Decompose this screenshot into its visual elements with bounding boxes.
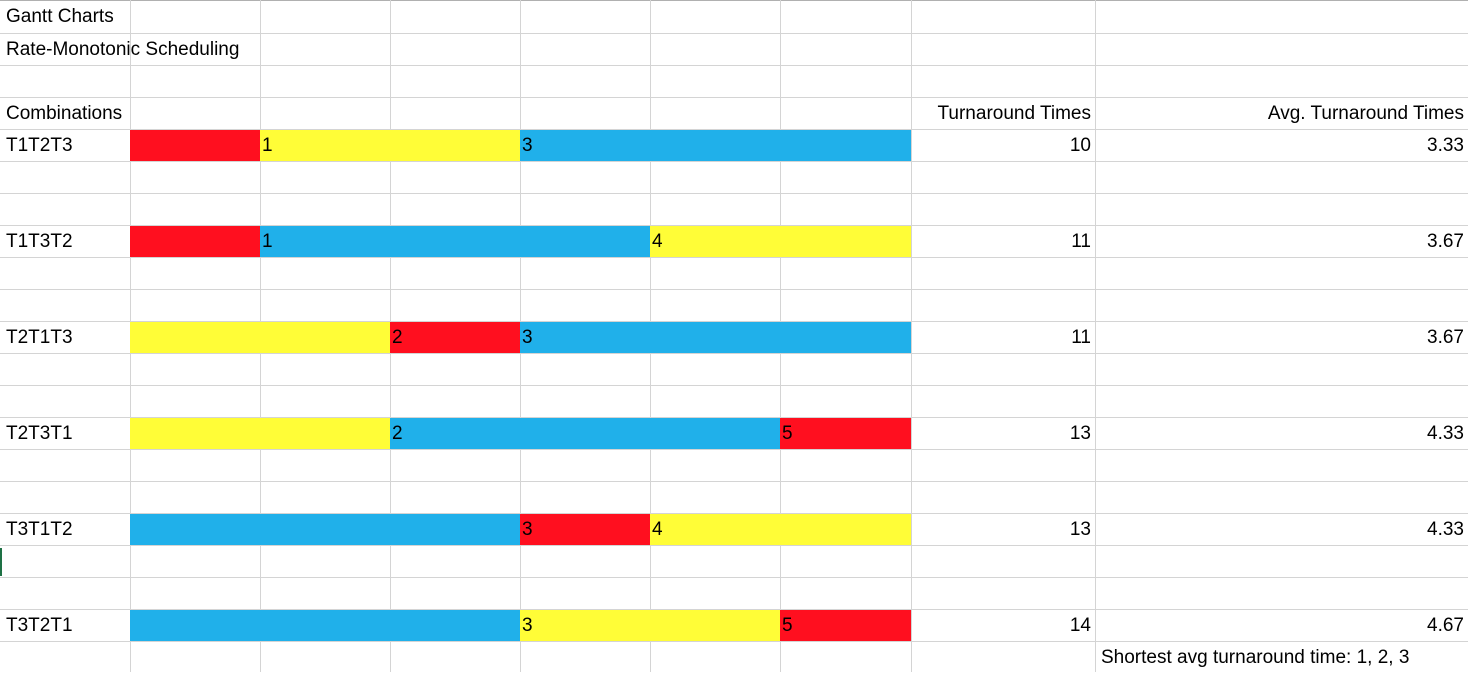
row-gridline <box>0 161 1468 162</box>
row-gridline <box>0 97 1468 98</box>
row-gridline <box>0 449 1468 450</box>
sheet-top-border <box>0 0 1468 1</box>
row-gridline <box>0 65 1468 66</box>
turnaround-time-value[interactable]: 14 <box>1069 614 1091 636</box>
gantt-bar-t3[interactable] <box>130 610 520 641</box>
row-gridline <box>0 225 1468 226</box>
conclusion-text[interactable]: Shortest avg turnaround time: 1, 2, 3 <box>1101 647 1410 668</box>
row-gridline <box>0 385 1468 386</box>
column-gridline <box>1095 0 1096 672</box>
combination-label[interactable]: T1T3T2 <box>6 230 73 252</box>
gantt-bar-t1[interactable] <box>130 226 260 257</box>
row-gridline <box>0 257 1468 258</box>
row-gridline <box>0 481 1468 482</box>
gantt-bar-t2[interactable] <box>130 322 390 353</box>
combination-label[interactable]: T2T1T3 <box>6 326 73 348</box>
row-gridline <box>0 321 1468 322</box>
gantt-bar-t2[interactable]: 4 <box>650 226 911 257</box>
row-gridline <box>0 129 1468 130</box>
row-gridline <box>0 513 1468 514</box>
row-gridline <box>0 193 1468 194</box>
turnaround-time-value[interactable]: 13 <box>1069 422 1091 444</box>
combination-label[interactable]: T3T1T2 <box>6 518 73 540</box>
gantt-bar-t1[interactable]: 3 <box>520 514 650 545</box>
gantt-bar-t1[interactable] <box>130 130 260 161</box>
row-gridline <box>0 545 1468 546</box>
row-gridline <box>0 33 1468 34</box>
row-gridline <box>0 289 1468 290</box>
avg-turnaround-value[interactable]: 4.33 <box>1427 518 1464 540</box>
combination-label[interactable]: T3T2T1 <box>6 614 73 636</box>
turnaround-time-value[interactable]: 13 <box>1069 518 1091 540</box>
combination-label[interactable]: T1T2T3 <box>6 134 73 156</box>
header-combinations[interactable]: Combinations <box>6 103 123 124</box>
gantt-bar-t2[interactable]: 3 <box>520 610 780 641</box>
row-gridline <box>0 417 1468 418</box>
gantt-bar-t1[interactable]: 2 <box>390 322 520 353</box>
column-gridline <box>911 0 912 672</box>
sheet-title[interactable]: Gantt Charts <box>6 6 114 27</box>
turnaround-time-value[interactable]: 10 <box>1069 134 1091 156</box>
avg-turnaround-value[interactable]: 3.33 <box>1427 134 1464 156</box>
combination-label[interactable]: T2T3T1 <box>6 422 73 444</box>
avg-turnaround-value[interactable]: 4.33 <box>1427 422 1464 444</box>
gantt-bar-t3[interactable]: 3 <box>520 130 911 161</box>
header-turnaround-times[interactable]: Turnaround Times <box>937 103 1091 124</box>
row-gridline <box>0 353 1468 354</box>
header-avg-turnaround-times[interactable]: Avg. Turnaround Times <box>1267 103 1464 124</box>
row-gridline <box>0 609 1468 610</box>
gantt-bar-t3[interactable]: 1 <box>260 226 650 257</box>
gantt-bar-t2[interactable] <box>130 418 390 449</box>
cell-selection-marker <box>0 548 2 576</box>
gantt-bar-t3[interactable]: 2 <box>390 418 780 449</box>
gantt-bar-t1[interactable]: 5 <box>780 418 911 449</box>
avg-turnaround-value[interactable]: 4.67 <box>1427 614 1464 636</box>
gantt-bar-t2[interactable]: 4 <box>650 514 911 545</box>
avg-turnaround-value[interactable]: 3.67 <box>1427 230 1464 252</box>
gantt-bar-t3[interactable] <box>130 514 520 545</box>
turnaround-time-value[interactable]: 11 <box>1071 230 1091 252</box>
gantt-bar-t2[interactable]: 1 <box>260 130 520 161</box>
avg-turnaround-value[interactable]: 3.67 <box>1427 326 1464 348</box>
row-gridline <box>0 577 1468 578</box>
row-gridline <box>0 641 1468 642</box>
gantt-bar-t1[interactable]: 5 <box>780 610 911 641</box>
turnaround-time-value[interactable]: 11 <box>1071 326 1091 348</box>
gantt-bar-t3[interactable]: 3 <box>520 322 911 353</box>
sheet-subtitle[interactable]: Rate-Monotonic Scheduling <box>6 39 240 60</box>
